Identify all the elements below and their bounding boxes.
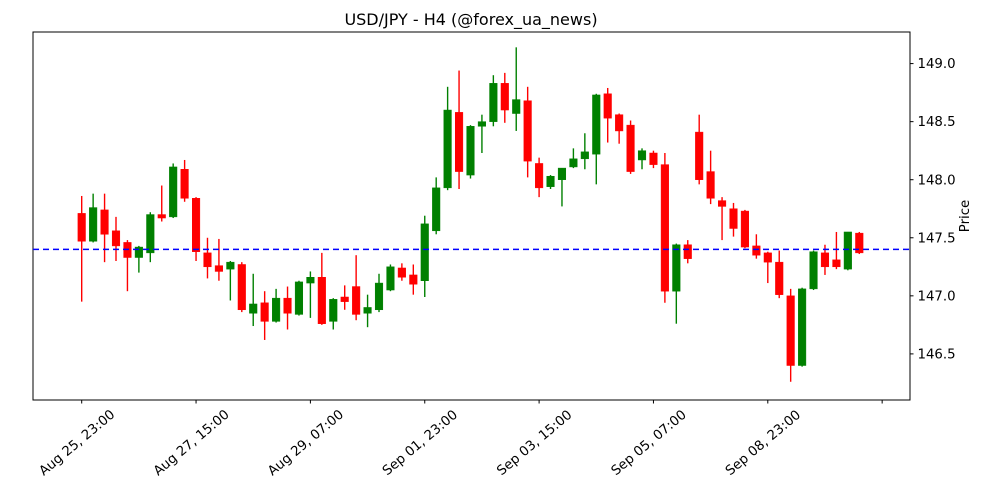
candle-body-down xyxy=(706,171,715,199)
candle-body-down xyxy=(626,124,635,172)
candle-body-down xyxy=(786,295,795,366)
candle-body-down xyxy=(695,131,704,180)
candle-body-up xyxy=(798,288,807,366)
candle-body-up xyxy=(89,207,98,242)
candle-body-up xyxy=(134,246,143,258)
candle-body-up xyxy=(569,158,578,168)
y-tick-label: 146.5 xyxy=(918,347,956,362)
candle-body-down xyxy=(157,214,166,219)
candle-body-up xyxy=(226,261,235,270)
candle-body-up xyxy=(477,121,486,127)
candle-body-up xyxy=(489,83,498,122)
candle-body-down xyxy=(340,296,349,302)
chart-title: USD/JPY - H4 (@forex_ua_news) xyxy=(344,10,598,29)
candle-body-up xyxy=(420,223,429,281)
plot-border xyxy=(32,31,911,401)
y-axis-label: Price xyxy=(958,200,973,232)
x-tick-label: Aug 25, 23:00 xyxy=(37,407,119,479)
candle-body-down xyxy=(603,93,612,119)
candle-body-down xyxy=(649,152,658,165)
candle-body-down xyxy=(683,244,692,259)
candle-body-up xyxy=(443,109,452,189)
candle-body-down xyxy=(832,259,841,268)
y-tick-label: 148.5 xyxy=(918,115,956,130)
candle-body-up xyxy=(546,175,555,187)
candle-body-down xyxy=(283,297,292,314)
candle-body-down xyxy=(352,286,361,315)
candle-body-down xyxy=(260,302,269,322)
candle-body-up xyxy=(557,167,567,180)
candle-body-down xyxy=(180,169,189,199)
candle-body-down xyxy=(111,230,121,247)
candle-body-down xyxy=(615,114,624,132)
candle-body-down xyxy=(455,112,464,172)
candle-body-down xyxy=(740,210,749,248)
candle-body-down xyxy=(214,265,223,272)
candle-body-down xyxy=(100,209,109,235)
candle-body-up xyxy=(843,231,852,270)
candle-body-up xyxy=(592,94,601,155)
candle-body-up xyxy=(329,299,338,322)
x-tick-label: Sep 03, 15:00 xyxy=(494,408,575,479)
candle-body-up xyxy=(466,126,475,176)
candle-body-down xyxy=(237,264,246,311)
x-tick-label: Aug 27, 15:00 xyxy=(151,407,233,479)
candle-body-up xyxy=(637,150,647,161)
candle-body-up xyxy=(306,277,315,284)
candle-body-down xyxy=(752,245,761,256)
candle-body-up xyxy=(809,251,818,290)
candle-body-up xyxy=(512,99,521,114)
y-tick-label: 147.5 xyxy=(918,231,956,246)
candle-body-up xyxy=(374,282,384,311)
candle-body-down xyxy=(523,100,532,162)
x-tick-label: Aug 29, 07:00 xyxy=(265,407,347,479)
candle-body-down xyxy=(397,267,406,278)
x-tick-label: Sep 08, 23:00 xyxy=(723,408,804,479)
y-tick-label: 149.0 xyxy=(918,57,956,72)
candle-body-down xyxy=(500,83,509,111)
candle-body-up xyxy=(249,303,258,314)
x-tick-label: Sep 01, 23:00 xyxy=(380,408,461,479)
candle-body-down xyxy=(855,232,864,254)
candle-body-up xyxy=(386,266,395,291)
candle-body-down xyxy=(775,261,784,295)
candle-body-down xyxy=(820,252,830,268)
x-tick-label: Sep 05, 07:00 xyxy=(609,408,690,479)
candle-body-down xyxy=(317,277,326,324)
candle-body-up xyxy=(363,307,372,314)
candle-body-up xyxy=(432,187,441,232)
candle-body-up xyxy=(272,297,281,322)
candle-body-down xyxy=(409,274,418,285)
candle-body-up xyxy=(169,166,178,218)
candle-body-up xyxy=(580,151,589,160)
candle-body-down xyxy=(729,208,738,229)
candle-body-down xyxy=(535,163,544,189)
candle-body-down xyxy=(763,252,772,263)
candle-body-up xyxy=(672,244,681,292)
candle-body-down xyxy=(660,164,669,292)
candle-body-up xyxy=(146,214,155,254)
y-tick-label: 147.0 xyxy=(918,289,956,304)
candle-body-up xyxy=(294,281,304,315)
candle-body-down xyxy=(192,198,201,252)
candle-body-down xyxy=(77,213,86,242)
candle-body-down xyxy=(718,200,727,207)
candle-body-down xyxy=(203,252,212,268)
y-tick-label: 148.0 xyxy=(918,173,956,188)
